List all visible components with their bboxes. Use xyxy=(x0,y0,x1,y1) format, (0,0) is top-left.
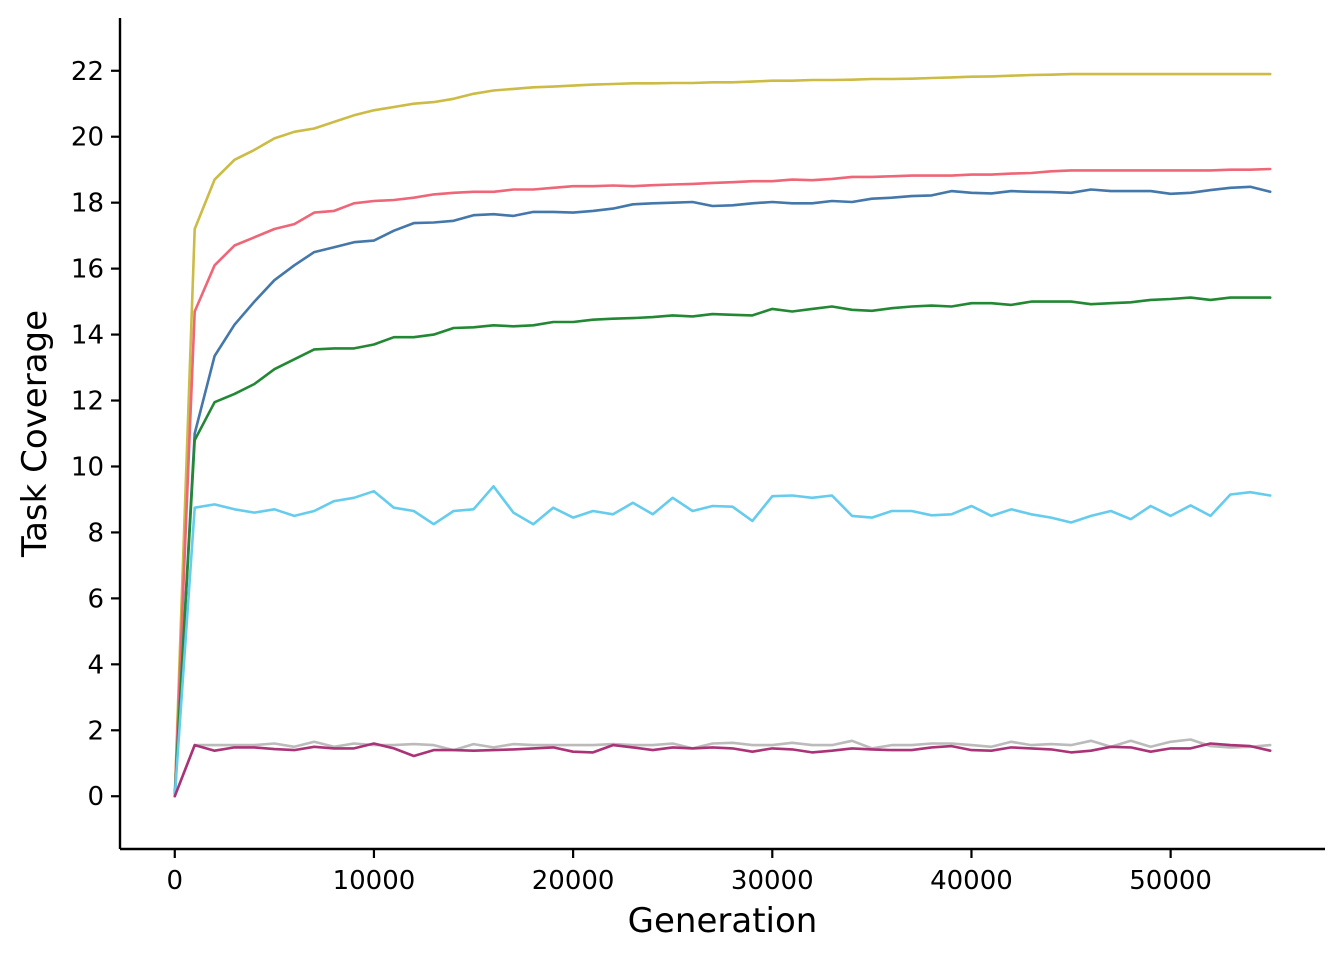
y-tick-label: 10 xyxy=(71,452,104,482)
y-tick-label: 8 xyxy=(87,518,104,548)
series-line-3 xyxy=(173,185,1272,798)
series-line-1 xyxy=(173,72,1272,798)
series-line-6 xyxy=(173,738,1272,798)
series-line-5 xyxy=(173,484,1272,798)
x-tick-label: 30000 xyxy=(731,866,814,896)
y-axis-title: Task Coverage xyxy=(15,310,55,558)
y-tick-label: 12 xyxy=(71,387,104,417)
x-tick-label: 20000 xyxy=(532,866,615,896)
y-tick-label: 16 xyxy=(71,255,104,285)
series-line-4 xyxy=(173,296,1272,798)
y-tick-label: 2 xyxy=(87,716,104,746)
series-line-7 xyxy=(173,742,1272,798)
x-tick-label: 50000 xyxy=(1129,866,1212,896)
x-tick-label: 10000 xyxy=(333,866,416,896)
x-axis-ticks: 0 10000 20000 30000 40000 50000 xyxy=(166,849,1212,896)
series-line-2 xyxy=(173,167,1272,798)
y-tick-label: 0 xyxy=(87,782,104,812)
x-tick-label: 40000 xyxy=(930,866,1013,896)
y-tick-label: 18 xyxy=(71,189,104,219)
series-layer xyxy=(173,72,1272,798)
x-axis-title: Generation xyxy=(628,901,818,941)
y-tick-label: 6 xyxy=(87,584,104,614)
y-axis-ticks: 0 2 4 6 8 10 12 14 16 18 20 22 xyxy=(71,57,120,812)
y-tick-label: 22 xyxy=(71,57,104,87)
y-tick-label: 14 xyxy=(71,321,104,351)
y-tick-label: 20 xyxy=(71,123,104,153)
y-tick-label: 4 xyxy=(87,650,104,680)
x-tick-label: 0 xyxy=(166,866,183,896)
